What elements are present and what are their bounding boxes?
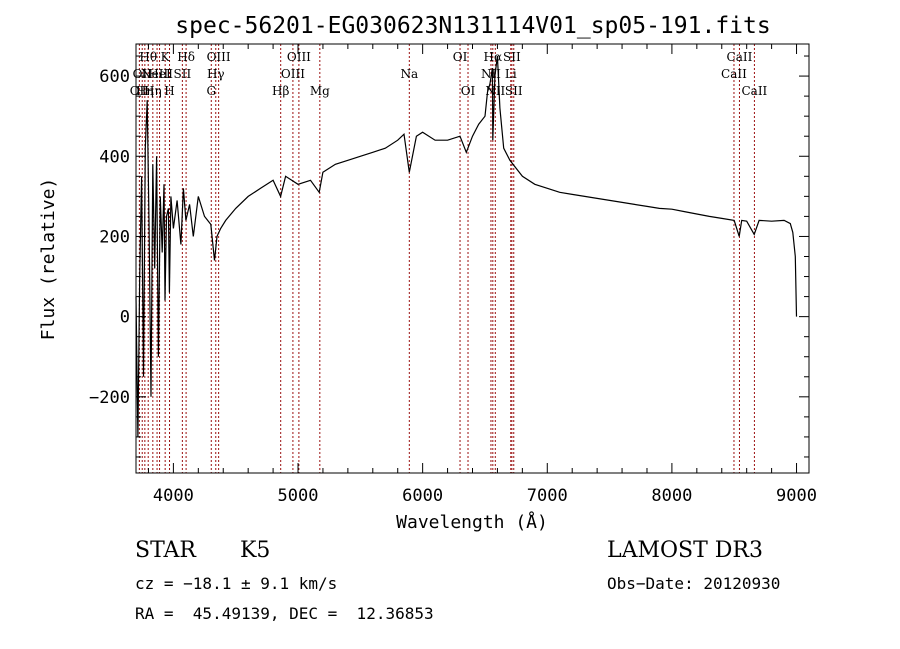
line-label-5: NeIII — [141, 67, 173, 81]
x-tick-label: 8000 — [651, 486, 692, 506]
y-tick-label: 600 — [99, 67, 130, 87]
line-label-10: Hδ — [177, 50, 195, 64]
line-label-8: H — [164, 84, 174, 98]
line-label-11: G — [206, 84, 216, 98]
line-label-25: SII — [503, 50, 521, 64]
spectral-line-labels: OIIOIIHηHθHηNeIIIHeIKHSIIHδGHγOIIIHβOIII… — [130, 50, 768, 98]
line-label-24: Li — [505, 67, 517, 81]
object-subclass: K5 — [240, 538, 271, 563]
x-axis-ticks: 4000 5000 6000 7000 8000 9000 — [147, 44, 817, 506]
line-label-26: SII — [505, 84, 523, 98]
line-label-18: Na — [400, 67, 418, 81]
line-label-16: OIII — [287, 50, 311, 64]
coordinates: RA = 45.49139, DEC = 12.36853 — [135, 604, 434, 623]
line-label-17: Mg — [310, 84, 330, 98]
y-tick-label: −200 — [89, 388, 130, 408]
y-tick-label: 0 — [120, 308, 130, 328]
plot-frame — [135, 43, 810, 474]
x-tick-label: 7000 — [527, 486, 568, 506]
y-tick-label: 200 — [99, 227, 130, 247]
spectral-line-markers — [138, 44, 755, 473]
line-label-3: Hθ — [139, 50, 157, 64]
x-axis-label: Wavelength (Å) — [396, 511, 548, 533]
y-axis-ticks: −200 0 200 400 600 — [89, 55, 809, 458]
line-label-19: OI — [453, 50, 468, 64]
line-label-0: OII — [130, 84, 150, 98]
object-class: STAR — [135, 538, 196, 563]
line-label-7: K — [161, 50, 171, 64]
line-label-2: Hη — [136, 84, 154, 98]
y-tick-label: 400 — [99, 147, 130, 167]
line-label-13: OIII — [207, 50, 231, 64]
line-label-12: Hγ — [207, 67, 225, 81]
line-label-22: Hα — [484, 50, 503, 64]
line-label-1: OII — [133, 67, 153, 81]
x-tick-label: 5000 — [278, 486, 319, 506]
line-label-23: NII — [485, 84, 505, 98]
line-label-27: CaII — [721, 67, 747, 81]
line-label-15: OIII — [281, 67, 305, 81]
spectrum-series-line — [135, 55, 798, 437]
line-label-28: CaII — [727, 50, 753, 64]
line-label-14: Hβ — [272, 84, 289, 98]
y-axis-label: Flux (relative) — [38, 178, 59, 341]
x-tick-label: 4000 — [153, 486, 194, 506]
survey-name: LAMOST DR3 — [607, 538, 763, 563]
line-label-9: SII — [174, 67, 192, 81]
redshift-velocity: cz = −18.1 ± 9.1 km/s — [135, 574, 338, 593]
line-label-29: CaII — [741, 84, 767, 98]
line-label-4: Hη — [144, 84, 162, 98]
x-tick-label: 6000 — [402, 486, 443, 506]
line-label-6: HeI — [148, 67, 171, 81]
x-tick-label: 9000 — [776, 486, 817, 506]
line-label-20: OI — [461, 84, 476, 98]
chart-title: spec-56201-EG030623N131114V01_sp05-191.f… — [175, 13, 770, 39]
observation-date: Obs−Date: 20120930 — [607, 574, 781, 593]
